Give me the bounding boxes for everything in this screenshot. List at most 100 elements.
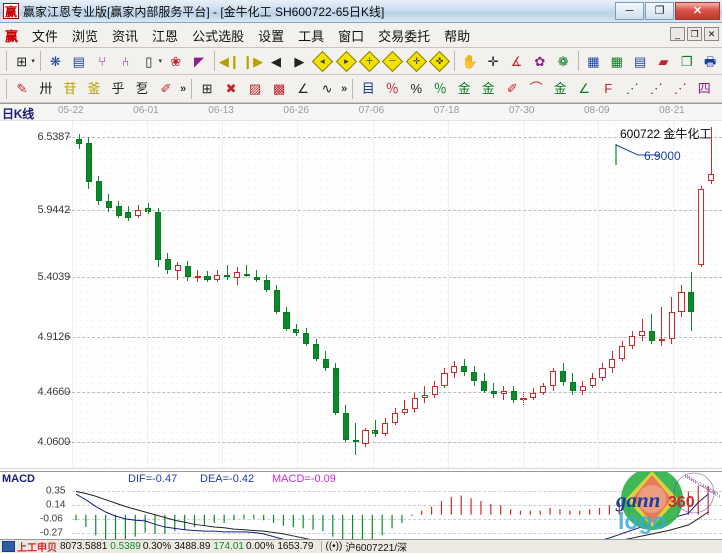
zigzag-button[interactable]: ∿ [321, 81, 333, 96]
menu-item-news[interactable]: 资讯 [112, 28, 139, 44]
menu-item-window[interactable]: 窗口 [338, 28, 365, 44]
price-gridline [72, 392, 722, 394]
save-button[interactable]: ▰ [658, 53, 669, 69]
candle-body [194, 276, 201, 279]
gann-box-gold-button[interactable]: 苷 [63, 81, 77, 96]
color-spectrum-button[interactable]: ◤ [194, 53, 205, 69]
candlestick [599, 363, 606, 381]
menu-item-formula[interactable]: 公式选股 [192, 28, 245, 44]
candle-wick [177, 262, 179, 280]
candlestick [490, 383, 497, 398]
ladder-button[interactable]: 目 [361, 81, 375, 96]
candle-body [569, 381, 576, 391]
candlestick [392, 407, 399, 426]
more-tools-2[interactable]: » [341, 82, 348, 95]
square-frame-button[interactable]: ⊞ [201, 81, 213, 96]
eraser-button[interactable]: ✐ [160, 81, 172, 96]
brain-analysis-button[interactable]: ❁ [557, 53, 569, 69]
menu-item-trade[interactable]: 交易委托 [378, 28, 431, 44]
calculator-button[interactable]: ▦ [610, 53, 623, 69]
percent-button[interactable]: % [410, 81, 423, 96]
menu-item-settings[interactable]: 设置 [258, 28, 285, 44]
slope-green-button[interactable]: ⋰ [625, 81, 639, 96]
layout-dropdown-arrow[interactable]: ▾ [31, 58, 35, 65]
prev-button[interactable]: ◀ [271, 53, 282, 69]
more-tools-1[interactable]: » [180, 82, 187, 95]
network-globe-button[interactable]: ❋ [50, 53, 61, 69]
zoom-right-button[interactable]: ▸ [335, 50, 357, 72]
percent-lines-button[interactable]: ％ [433, 81, 447, 96]
trend-lines-button[interactable]: ∠ [297, 81, 309, 96]
close-button[interactable]: ✕ [675, 2, 720, 20]
price-pane[interactable]: 6.5387 5.9442 5.4039 4.9126 4.4660 4.0600 600… [0, 121, 722, 468]
zoom-left-button[interactable]: ◂ [312, 50, 334, 72]
next-button[interactable]: ▶ [294, 53, 305, 69]
macd-title-label: MACD [2, 473, 35, 485]
mdi-restore-button[interactable]: ❐ [687, 27, 702, 41]
pointer-red-button[interactable]: ✐ [506, 81, 518, 96]
pattern-recognition-button[interactable]: ❀ [170, 53, 182, 69]
app-icon: 赢 [3, 3, 19, 19]
candle-dropdown-arrow[interactable]: ▾ [158, 58, 163, 65]
four-lines-button[interactable]: 四 [697, 81, 711, 96]
hand-pan-button[interactable]: ✋ [461, 53, 478, 69]
mdi-minimize-button[interactable]: _ [670, 27, 685, 41]
pencil-draw-button[interactable]: ✎ [16, 81, 28, 96]
candle-body [461, 365, 468, 373]
report-document-button[interactable]: ▤ [72, 53, 85, 69]
grid-lines-button[interactable]: 卅 [39, 81, 53, 96]
maximize-button[interactable]: ❐ [645, 2, 674, 20]
price-axis-label: 4.9126 [37, 331, 71, 344]
minimize-button[interactable]: ─ [615, 2, 644, 20]
kline-9-button[interactable]: ⑃ [121, 53, 130, 69]
candle-style-button[interactable]: ▯ [145, 53, 153, 69]
spiral-button[interactable]: 乭 [135, 81, 149, 96]
gann-grid-button[interactable]: ▩ [272, 81, 286, 96]
mdi-close-button[interactable]: ✕ [704, 27, 719, 41]
first-page-button[interactable]: ◀❙ [218, 53, 240, 69]
zoom-in-button[interactable]: ＋ [358, 50, 381, 72]
fan-red-button[interactable]: ✖ [225, 81, 237, 96]
last-price-label: 6.9000 [644, 149, 681, 163]
candlestick [243, 264, 251, 278]
menu-item-browse[interactable]: 浏览 [72, 28, 99, 44]
price-gridline [72, 276, 722, 278]
layout-grid-button[interactable]: ⊞ [16, 53, 28, 69]
gold-section-button[interactable]: 金 [553, 81, 567, 96]
percent-chart-button[interactable]: ％ [385, 81, 399, 96]
fit-button[interactable]: ✜ [428, 50, 451, 72]
menu-item-tools[interactable]: 工具 [298, 28, 325, 44]
gann-fan-button[interactable]: ✿ [534, 53, 546, 69]
angle-lines-button[interactable]: ∠ [578, 81, 591, 96]
last-page-button[interactable]: ❙▶ [242, 53, 264, 69]
arc-red-button[interactable]: ⌒ [529, 81, 543, 96]
candlestick [678, 284, 685, 317]
candlestick [401, 400, 409, 416]
channel-red-button[interactable]: ⋰ [673, 81, 687, 96]
candlestick [550, 368, 557, 391]
zoom-out-button[interactable]: － [382, 50, 404, 72]
macd-dea-value: DEA=-0.42 [200, 473, 255, 485]
gold-circle-button[interactable]: 金 [457, 81, 471, 96]
fan-lines-button[interactable]: 乎 [111, 81, 125, 96]
kline-3-button[interactable]: ⑂ [98, 53, 107, 69]
crosshair-button[interactable]: ✛ [487, 53, 499, 69]
gann-square-button[interactable]: ▨ [248, 81, 262, 96]
notes-button[interactable]: ▤ [633, 53, 647, 69]
candle-wick [710, 127, 712, 184]
gann-box-gold2-button[interactable]: 釜 [87, 81, 101, 96]
menu-item-gann[interactable]: 江恩 [152, 28, 179, 44]
measure-tool-button[interactable]: ∡ [510, 53, 523, 69]
channel-purple-button[interactable]: ⋰ [649, 81, 663, 96]
menu-item-file[interactable]: 文件 [32, 28, 59, 44]
gold-lines-button[interactable]: 金 [481, 81, 495, 96]
candle-wick [256, 269, 258, 283]
f-lines-button[interactable]: F [604, 81, 613, 96]
calendar-button[interactable]: ▦ [587, 53, 600, 69]
candle-body [609, 358, 616, 369]
expand-button[interactable]: ✛ [405, 50, 427, 72]
menu-item-help[interactable]: 帮助 [444, 28, 471, 44]
copy-button[interactable]: ❐ [681, 53, 693, 69]
macd-pane[interactable]: MACD DIF=-0.47 DEA=-0.42 MACD=-0.09 0.35… [0, 471, 722, 539]
print-button[interactable]: 🖶 [704, 53, 717, 69]
